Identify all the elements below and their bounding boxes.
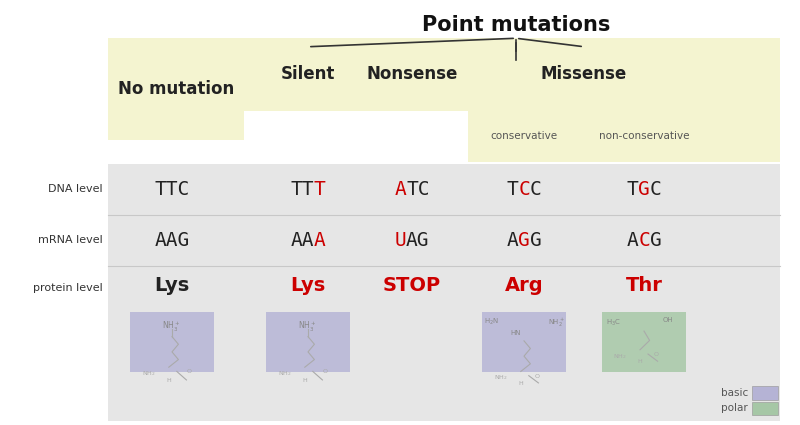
Text: H: H: [638, 359, 642, 364]
Text: C: C: [638, 231, 650, 249]
Text: Arg: Arg: [505, 276, 543, 295]
Text: A: A: [314, 231, 326, 249]
Text: Lys: Lys: [154, 276, 190, 295]
Text: AAG: AAG: [154, 231, 190, 249]
Bar: [108, 164, 780, 421]
Text: T: T: [626, 180, 638, 198]
Text: NH$_3^+$: NH$_3^+$: [298, 320, 317, 334]
Text: G: G: [638, 180, 650, 198]
Text: conservative: conservative: [490, 131, 558, 141]
Text: DNA level: DNA level: [48, 184, 102, 194]
Text: A: A: [626, 231, 638, 249]
Text: TT: TT: [290, 180, 314, 198]
Bar: [482, 312, 566, 372]
Text: Missense: Missense: [541, 65, 627, 83]
Text: AA: AA: [290, 231, 314, 249]
Text: protein level: protein level: [33, 283, 102, 293]
Text: C: C: [530, 180, 542, 198]
Text: T: T: [506, 180, 518, 198]
Bar: [266, 312, 350, 372]
Bar: [468, 110, 780, 162]
Text: STOP: STOP: [383, 276, 441, 295]
Bar: [602, 312, 686, 372]
Text: G: G: [650, 231, 662, 249]
Text: A: A: [506, 231, 518, 249]
Text: Lys: Lys: [290, 276, 326, 295]
Text: A: A: [394, 180, 406, 198]
Text: H: H: [302, 378, 307, 383]
Text: O: O: [186, 369, 191, 374]
Text: NH$_2$: NH$_2$: [494, 374, 507, 382]
Text: No mutation: No mutation: [118, 80, 234, 98]
Text: Nonsense: Nonsense: [366, 65, 458, 83]
Text: AG: AG: [406, 231, 430, 249]
Text: H: H: [518, 381, 523, 386]
Text: NH$_2^+$: NH$_2^+$: [547, 317, 565, 329]
Text: non-conservative: non-conservative: [598, 131, 690, 141]
Text: NH$_3^+$: NH$_3^+$: [162, 320, 181, 334]
Text: Silent: Silent: [281, 65, 335, 83]
Text: H$_2$N: H$_2$N: [485, 317, 499, 327]
Text: O: O: [534, 374, 539, 379]
Text: Point mutations: Point mutations: [422, 15, 610, 35]
Bar: [130, 312, 214, 372]
Text: HN: HN: [510, 330, 522, 336]
Text: O: O: [322, 369, 327, 374]
Text: H$_3$C: H$_3$C: [606, 317, 621, 328]
Text: OH: OH: [662, 317, 674, 323]
Text: NH$_2$: NH$_2$: [142, 369, 155, 378]
Text: H: H: [166, 378, 171, 383]
Text: C: C: [650, 180, 662, 198]
Text: mRNA level: mRNA level: [38, 235, 102, 245]
Text: U: U: [394, 231, 406, 249]
Text: TC: TC: [406, 180, 430, 198]
Bar: [752, 402, 778, 415]
Text: TTC: TTC: [154, 180, 190, 198]
Text: NH$_2$: NH$_2$: [278, 369, 291, 378]
Bar: [752, 386, 778, 400]
Text: polar: polar: [722, 403, 748, 414]
Bar: [108, 38, 244, 140]
Text: T: T: [314, 180, 326, 198]
Text: C: C: [518, 180, 530, 198]
Text: Thr: Thr: [626, 276, 662, 295]
Text: G: G: [530, 231, 542, 249]
Text: G: G: [518, 231, 530, 249]
Bar: [244, 38, 780, 110]
Text: NH$_2$: NH$_2$: [614, 352, 626, 361]
Text: basic: basic: [721, 388, 748, 398]
Text: O: O: [654, 352, 658, 357]
